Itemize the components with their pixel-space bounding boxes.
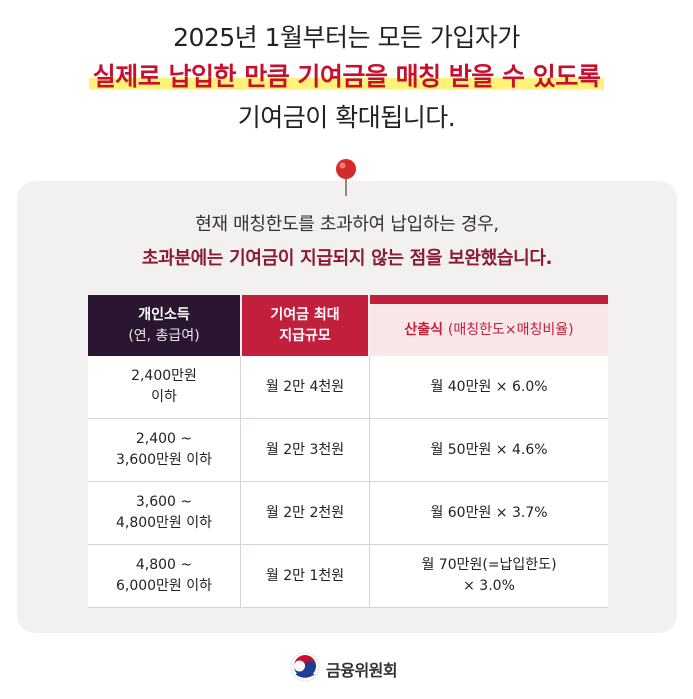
formula-cell: 월 60만원 × 3.7% bbox=[430, 504, 548, 521]
income-line-2: 4,800만원 이하 bbox=[115, 515, 213, 531]
max-cell: 월 2만 4천원 bbox=[240, 356, 370, 418]
headline-highlight: 실제로 납입한 만큼 기여금을 매칭 받을 수 있도록 bbox=[88, 62, 605, 91]
formula-line-2: × 3.0% bbox=[463, 578, 515, 594]
intro-emphasis: 초과분에는 기여금이 지급되지 않는 점을 보완했습니다. bbox=[141, 248, 553, 269]
income-cell: 4,800 ~ 6,000만원 이하 bbox=[88, 545, 240, 607]
max-cell: 월 2만 3천원 bbox=[240, 419, 370, 481]
income-line-2: 이하 bbox=[151, 389, 177, 405]
formula-cell: 월 40만원 × 6.0% bbox=[430, 378, 548, 395]
income-line-1: 3,600 ~ bbox=[135, 494, 193, 510]
table-row: 3,600 ~ 4,800만원 이하 월 2만 2천원 월 60만원 × 3.7… bbox=[88, 482, 608, 545]
headline-line-1: 2025년 1월부터는 모든 가입자가 bbox=[173, 23, 520, 52]
table-row: 2,400만원 이하 월 2만 4천원 월 40만원 × 6.0% bbox=[88, 356, 608, 419]
header-max-line1: 기여금 최대 bbox=[270, 306, 340, 323]
header-formula-sub: (매칭한도×매칭비율) bbox=[447, 321, 574, 338]
formula-cell: 월 50만원 × 4.6% bbox=[430, 441, 548, 458]
table-row: 2,400 ~ 3,600만원 이하 월 2만 3천원 월 50만원 × 4.6… bbox=[88, 419, 608, 482]
push-pin-icon bbox=[336, 159, 356, 196]
max-cell: 월 2만 2천원 bbox=[240, 482, 370, 544]
income-cell: 2,400 ~ 3,600만원 이하 bbox=[88, 419, 240, 481]
header-income-label: 개인소득 bbox=[138, 306, 190, 323]
taegeuk-logo-icon bbox=[290, 652, 320, 682]
intro-text: 현재 매칭한도를 초과하여 납입하는 경우, bbox=[195, 214, 499, 235]
max-cell: 월 2만 1천원 bbox=[240, 545, 370, 607]
headline-line-2: 실제로 납입한 만큼 기여금을 매칭 받을 수 있도록 bbox=[0, 57, 693, 93]
formula-cell: 월 70만원(=납입한도) × 3.0% bbox=[370, 545, 608, 607]
header-formula-label: 산출식 bbox=[404, 321, 444, 338]
income-cell: 3,600 ~ 4,800만원 이하 bbox=[88, 482, 240, 544]
header-max: 기여금 최대 지급규모 bbox=[242, 295, 368, 356]
table-row: 4,800 ~ 6,000만원 이하 월 2만 1천원 월 70만원(=납입한도… bbox=[88, 545, 608, 608]
header-income: 개인소득 (연, 총급여) bbox=[88, 295, 240, 356]
income-line-2: 6,000만원 이하 bbox=[115, 578, 213, 594]
table-header-row: 개인소득 (연, 총급여) 기여금 최대 지급규모 산출식 (매칭한도×매칭비율… bbox=[88, 295, 608, 356]
org-name: 금융위원회 bbox=[326, 661, 398, 680]
income-cell: 2,400만원 이하 bbox=[88, 356, 240, 418]
income-line-1: 2,400만원 bbox=[131, 368, 197, 384]
income-line-1: 4,800 ~ bbox=[135, 557, 193, 573]
formula-line-1: 월 70만원(=납입한도) bbox=[421, 557, 557, 573]
header-formula: 산출식 (매칭한도×매칭비율) bbox=[370, 295, 608, 356]
header-income-sub: (연, 총급여) bbox=[128, 327, 200, 344]
income-line-2: 3,600만원 이하 bbox=[115, 452, 213, 468]
header-max-line2: 지급규모 bbox=[279, 327, 331, 344]
headline-line-3: 기여금이 확대됩니다. bbox=[237, 103, 456, 132]
income-line-1: 2,400 ~ bbox=[135, 431, 193, 447]
